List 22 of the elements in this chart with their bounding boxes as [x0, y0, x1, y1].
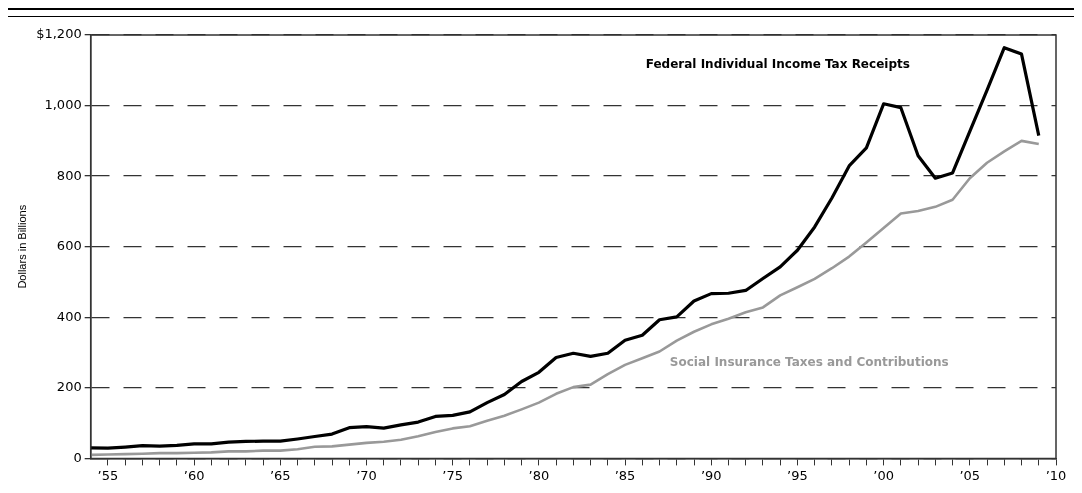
series-label: Social Insurance Taxes and Contributions: [669, 355, 949, 370]
x-tick-label: ’70: [356, 467, 377, 483]
x-tick-label: ’85: [614, 467, 636, 483]
x-tick-label: ’75: [442, 467, 464, 483]
x-tick-label: ’80: [528, 467, 550, 483]
x-tick-label: ’90: [700, 467, 722, 483]
x-tick-label: ’95: [787, 467, 808, 483]
x-tick-label: ’05: [959, 467, 981, 483]
x-tick-label: ’00: [873, 467, 894, 483]
y-tick-label: 600: [56, 238, 82, 254]
x-tick-label: ’10: [1045, 467, 1067, 483]
y-tick-label: 400: [56, 308, 82, 324]
y-tick-label: 0: [73, 449, 82, 465]
y-tick-label: 200: [56, 379, 82, 395]
y-tick-label: 1,000: [44, 96, 82, 112]
y-tick-label: $1,200: [36, 26, 82, 42]
x-tick-label: ’65: [269, 467, 291, 483]
text: Federal Individual Income Tax Receipts: [645, 56, 910, 71]
y-axis-title: Dollars in Billions: [15, 204, 28, 289]
x-tick-label: ’55: [97, 467, 119, 483]
x-tick-label: ’60: [183, 467, 205, 483]
y-tick-label: 800: [56, 167, 82, 183]
